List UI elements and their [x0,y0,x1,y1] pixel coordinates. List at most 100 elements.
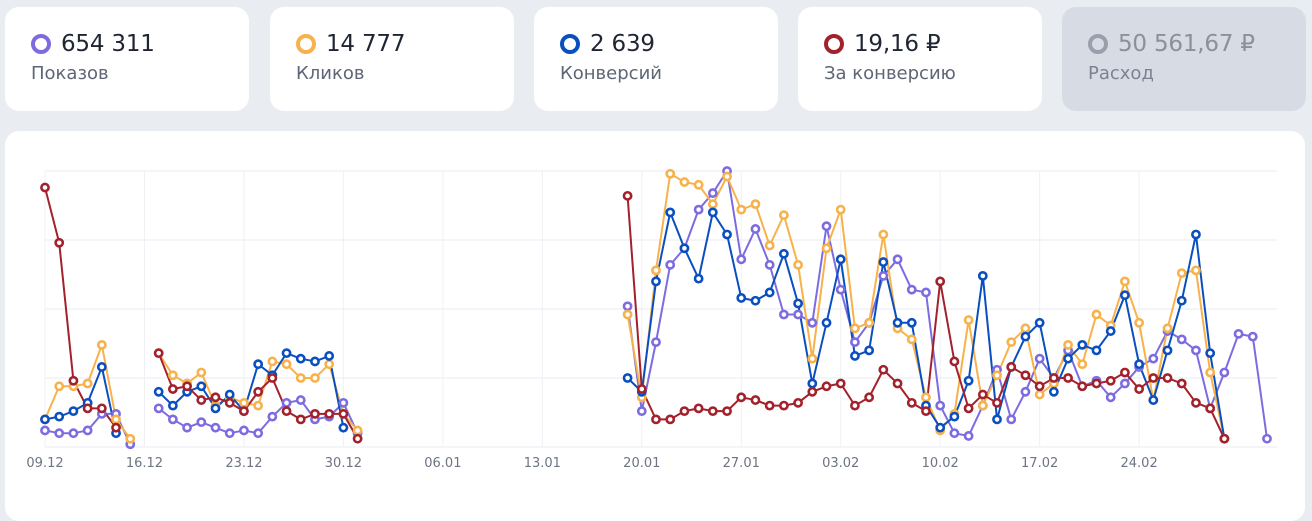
data-point[interactable] [707,199,718,210]
data-point[interactable] [239,406,249,417]
data-point[interactable] [1120,276,1130,287]
data-point[interactable] [1191,397,1201,408]
data-point[interactable] [963,403,974,414]
data-point[interactable] [793,298,803,309]
data-point[interactable] [210,422,221,433]
data-point[interactable] [665,168,676,179]
data-point[interactable] [693,204,704,215]
data-point[interactable] [651,414,661,425]
data-point[interactable] [1205,367,1216,378]
data-point[interactable] [707,406,718,417]
data-point[interactable] [1176,334,1187,345]
data-point[interactable] [182,381,192,392]
data-point[interactable] [1105,375,1116,386]
data-point[interactable] [1105,326,1116,336]
data-point[interactable] [906,397,917,408]
data-point[interactable] [1191,265,1201,276]
data-point[interactable] [679,243,690,254]
data-point[interactable] [992,370,1002,381]
data-point[interactable] [921,287,931,298]
data-point[interactable] [622,301,633,312]
data-point[interactable] [707,207,718,218]
data-point[interactable] [196,367,207,378]
data-point[interactable] [253,359,264,370]
data-point[interactable] [1034,317,1045,328]
data-point[interactable] [1006,337,1017,348]
data-point[interactable] [167,384,178,394]
data-point[interactable] [679,177,690,187]
data-point[interactable] [1134,359,1145,370]
data-point[interactable] [651,276,661,287]
data-point[interactable] [281,359,292,370]
data-point[interactable] [963,431,974,441]
data-point[interactable] [167,400,178,411]
data-point[interactable] [651,265,661,276]
data-point[interactable] [764,400,775,411]
data-point[interactable] [835,204,846,215]
data-point[interactable] [778,309,789,320]
data-point[interactable] [1091,345,1102,356]
data-point[interactable] [693,273,704,284]
metric-card-cost-per-conversion[interactable]: 19,16 ₽ За конверсию [798,7,1042,111]
data-point[interactable] [935,276,946,287]
data-point[interactable] [921,392,931,403]
data-point[interactable] [310,373,320,383]
data-point[interactable] [153,348,164,359]
data-point[interactable] [835,378,846,389]
data-point[interactable] [878,257,889,267]
metric-card-spend[interactable]: 50 561,67 ₽ Расход [1062,7,1306,111]
data-point[interactable] [864,392,875,403]
data-point[interactable] [96,362,107,372]
data-point[interactable] [892,378,903,389]
data-point[interactable] [722,171,732,182]
data-point[interactable] [54,381,65,392]
data-point[interactable] [1162,323,1173,334]
data-point[interactable] [850,400,860,411]
data-point[interactable] [807,317,818,328]
data-point[interactable] [111,414,121,425]
data-point[interactable] [267,411,278,422]
data-point[interactable] [807,353,818,364]
data-point[interactable] [196,417,207,428]
data-point[interactable] [153,386,164,397]
data-point[interactable] [793,259,803,270]
data-point[interactable] [764,240,775,251]
data-point[interactable] [636,406,647,417]
data-point[interactable] [878,270,889,281]
data-point[interactable] [935,422,946,433]
data-point[interactable] [54,428,65,439]
data-point[interactable] [1006,414,1017,425]
data-point[interactable] [736,204,747,215]
data-point[interactable] [764,287,775,298]
data-point[interactable] [1048,386,1059,397]
data-point[interactable] [750,295,761,306]
data-point[interactable] [1077,359,1088,370]
data-point[interactable] [267,373,278,383]
data-point[interactable] [1048,373,1059,383]
data-point[interactable] [1091,309,1102,320]
data-point[interactable] [1176,378,1187,389]
data-point[interactable] [68,428,79,439]
data-point[interactable] [1162,373,1173,383]
data-point[interactable] [1020,323,1031,334]
data-point[interactable] [977,270,988,281]
data-point[interactable] [1176,268,1187,279]
data-point[interactable] [736,392,747,403]
data-point[interactable] [1148,373,1159,383]
data-point[interactable] [1034,389,1045,400]
data-point[interactable] [253,428,264,439]
data-point[interactable] [1105,392,1116,403]
data-point[interactable] [949,428,960,439]
data-point[interactable] [835,254,846,265]
data-point[interactable] [850,323,860,334]
data-point[interactable] [310,408,320,419]
data-point[interactable] [750,224,761,234]
data-point[interactable] [977,400,988,411]
data-point[interactable] [906,334,917,345]
data-point[interactable] [310,356,320,367]
data-point[interactable] [338,397,349,408]
data-point[interactable] [295,395,306,405]
metric-card-conversions[interactable]: 2 639 Конверсий [534,7,778,111]
data-point[interactable] [68,375,79,386]
data-point[interactable] [281,406,292,417]
